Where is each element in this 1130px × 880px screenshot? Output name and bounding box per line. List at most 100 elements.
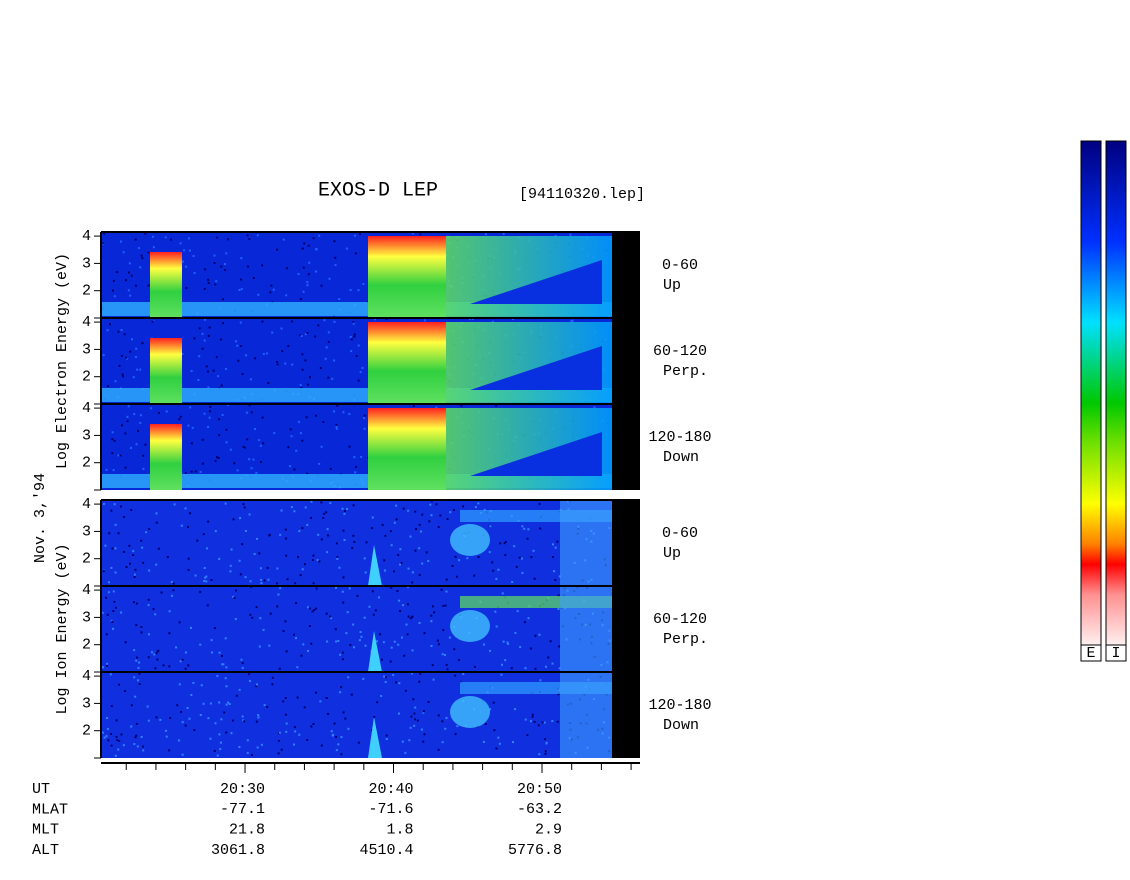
spectrogram-texture <box>114 523 117 526</box>
spectrogram-texture <box>210 578 213 581</box>
spectrogram-texture <box>286 267 289 270</box>
spectrogram-texture <box>491 561 494 564</box>
spectrogram-texture <box>225 367 228 370</box>
spectrogram-texture <box>134 284 137 287</box>
spectrogram-texture <box>180 524 183 527</box>
spectrogram-texture <box>110 566 113 569</box>
spectrogram-texture <box>455 575 458 578</box>
spectrogram-texture <box>293 726 296 729</box>
spectrogram-texture <box>184 724 187 727</box>
spectrogram-texture <box>133 413 136 416</box>
spectrogram-texture <box>243 720 246 723</box>
spectrogram-texture <box>310 516 313 519</box>
spectrogram-texture <box>225 703 228 706</box>
spectrogram-texture <box>511 581 514 584</box>
spectrogram-texture <box>148 569 151 572</box>
spectrogram-texture <box>134 356 137 359</box>
spectrogram-texture <box>460 404 463 407</box>
spectrogram-texture <box>213 749 216 752</box>
y-tick-label: 4 <box>82 400 91 417</box>
spectrogram-texture <box>500 673 503 676</box>
spectrogram-texture <box>111 547 114 550</box>
spectrogram-texture <box>341 507 344 510</box>
spectrogram-texture <box>345 247 348 250</box>
spectrogram-texture <box>325 696 328 699</box>
spectrogram-texture <box>320 445 323 448</box>
spectrogram-texture <box>360 455 363 458</box>
spectrogram-texture <box>357 344 360 347</box>
spectrogram-texture <box>407 615 410 618</box>
spectrogram-texture <box>142 561 145 564</box>
spectrogram-texture <box>551 662 554 665</box>
spectrogram-texture <box>543 721 546 724</box>
spectrogram-texture <box>137 247 140 250</box>
spectrogram-texture <box>206 604 209 607</box>
spectrogram-texture <box>103 736 106 739</box>
spectrogram-texture <box>134 695 137 698</box>
spectrogram-texture <box>135 602 138 605</box>
spectrogram-texture <box>363 417 366 420</box>
spectrogram-texture <box>273 432 276 435</box>
spectrogram-texture <box>248 513 251 516</box>
spectrogram-texture <box>302 266 305 269</box>
spectrogram-texture <box>130 704 133 707</box>
spectrogram-texture <box>296 666 299 669</box>
spectrogram-texture <box>510 667 513 670</box>
y-axis-label: Log Ion Energy (eV) <box>54 543 71 714</box>
spectrogram-texture <box>343 512 346 515</box>
spectrogram-texture <box>458 559 461 562</box>
spectrogram-texture <box>216 674 219 677</box>
spectrogram-texture <box>428 520 431 523</box>
spectrogram-texture <box>348 587 351 590</box>
spectrogram-texture <box>326 551 329 554</box>
ion-blob <box>450 524 490 556</box>
spectrogram-texture <box>353 646 356 649</box>
spectrogram-texture <box>444 727 447 730</box>
ion-fade <box>560 500 612 586</box>
spectrogram-texture <box>214 283 217 286</box>
spectrogram-texture <box>539 679 542 682</box>
spectrogram-texture <box>205 365 208 368</box>
spectrogram-texture <box>383 675 386 678</box>
spectrogram-texture <box>520 557 523 560</box>
spectrogram-texture <box>170 594 173 597</box>
spectrogram-texture <box>547 656 550 659</box>
spectrogram-texture <box>277 593 280 596</box>
spectrogram-texture <box>219 338 222 341</box>
spectrogram-texture <box>374 318 377 321</box>
spectrogram-texture <box>130 274 133 277</box>
spectrogram-texture <box>544 738 547 741</box>
spectrogram-texture <box>362 677 365 680</box>
y-tick-label: 2 <box>82 369 91 386</box>
spectrogram-texture <box>349 335 352 338</box>
spectrogram-texture <box>119 454 122 457</box>
spectrogram-texture <box>246 234 249 237</box>
spectrogram-texture <box>418 547 421 550</box>
spectrogram-texture <box>127 405 130 408</box>
spectrogram-texture <box>235 340 238 343</box>
spectrogram-texture <box>109 323 112 326</box>
spectrogram-texture <box>301 353 304 356</box>
spectrogram-texture <box>250 753 253 756</box>
spectrogram-texture <box>345 632 348 635</box>
spectrogram-texture <box>101 731 104 734</box>
spectrogram-texture <box>262 353 265 356</box>
spectrogram-texture <box>239 278 242 281</box>
spectrogram-texture <box>353 335 356 338</box>
spectrogram-texture <box>279 533 282 536</box>
spectrogram-texture <box>193 271 196 274</box>
spectrogram-texture <box>558 645 561 648</box>
spectrogram-texture <box>427 560 430 563</box>
spectrogram-texture <box>153 653 156 656</box>
spectrogram-texture <box>247 265 250 268</box>
spectrogram-texture <box>187 664 190 667</box>
spectrogram-texture <box>361 367 364 370</box>
ion-spike <box>368 631 382 672</box>
spectrogram-texture <box>223 269 226 272</box>
spectrogram-texture <box>348 413 351 416</box>
burst <box>368 408 446 490</box>
spectrogram-texture <box>430 514 433 517</box>
spectrogram-texture <box>300 335 303 338</box>
y-tick-label: 3 <box>82 609 91 626</box>
spectrogram-texture <box>458 658 461 661</box>
